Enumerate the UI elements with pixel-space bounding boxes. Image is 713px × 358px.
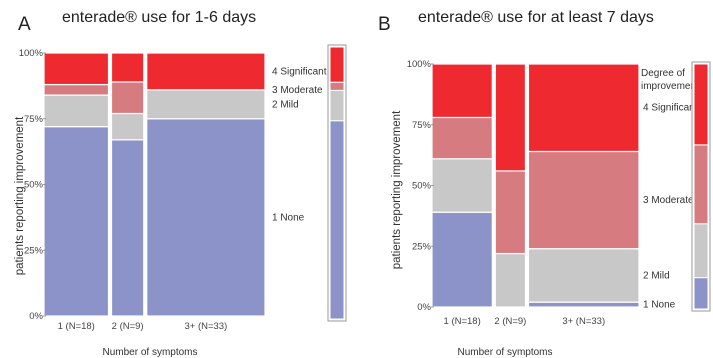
y-tick-label-a-4: 100% xyxy=(19,48,44,59)
legend-swatch-b-2 xyxy=(693,223,709,279)
level-label-a-2: 2 Mild xyxy=(272,99,299,110)
bar-segment-a-2-3 xyxy=(110,81,145,115)
x-tick-label-a-1: 1 (N=18) xyxy=(58,321,95,332)
x-tick-label-b-1: 1 (N=18) xyxy=(444,316,481,327)
panel-b-y-ticks: 0% 25% 50% 75% 100% xyxy=(407,59,434,313)
level-label-b-1: 1 None xyxy=(643,300,676,311)
panel-a-x-axis-label: Number of symptoms xyxy=(102,347,197,358)
bar-segment-b-1-3 xyxy=(431,116,493,160)
x-tick-label-a-3: 3+ (N=33) xyxy=(184,321,227,332)
x-tick-label-b-2: 2 (N=9) xyxy=(494,316,526,327)
panel-b-legend-title-line1: Degree of improvement xyxy=(641,68,699,92)
bar-segment-a-1-3 xyxy=(43,83,110,96)
bar-segment-a-2-4 xyxy=(110,52,145,83)
level-label-a-4: 4 Significant xyxy=(272,66,327,77)
bar-segment-a-3-2 xyxy=(146,89,266,120)
bar-segment-a-2-2 xyxy=(110,112,145,141)
x-tick-label-a-2: 2 (N=9) xyxy=(112,321,144,332)
y-tick-label-a-1: 25% xyxy=(24,245,44,256)
bar-segment-a-3-4 xyxy=(146,52,266,91)
legend-swatch-a-1 xyxy=(329,120,345,320)
y-tick-label-b-1: 25% xyxy=(412,241,432,252)
panel-a: A enterade® use for 1-6 days patients re… xyxy=(14,9,347,358)
legend-swatch-b-4 xyxy=(693,63,709,146)
panel-a-bars xyxy=(43,52,266,317)
bar-segment-b-3-1 xyxy=(527,301,640,308)
panel-b: B enterade® use for at least 7 days pati… xyxy=(378,9,711,358)
bar-segment-a-3-1 xyxy=(146,118,266,317)
legend-swatch-a-2 xyxy=(329,89,345,122)
level-label-a-3: 3 Moderate xyxy=(272,85,323,96)
panel-b-level-labels: 1 None 2 Mild 3 Moderate 4 Significant xyxy=(643,103,698,311)
panel-b-y-axis-label: patients reporting improvement xyxy=(391,110,403,269)
bar-segment-b-2-4 xyxy=(494,63,527,172)
panel-b-legend xyxy=(691,61,711,312)
panel-b-bars xyxy=(431,63,640,308)
level-label-a-1: 1 None xyxy=(272,212,305,223)
y-tick-label-a-0: 0% xyxy=(29,311,43,322)
level-label-b-4: 4 Significant xyxy=(643,103,698,114)
legend-swatch-b-3 xyxy=(693,144,709,225)
y-tick-label-a-2: 50% xyxy=(24,180,44,191)
panel-a-x-ticks: 1 (N=18) 2 (N=9) 3+ (N=33) xyxy=(58,321,228,332)
level-label-b-3: 3 Moderate xyxy=(643,195,694,206)
y-tick-label-b-2: 50% xyxy=(412,181,432,192)
panel-a-y-ticks: 0% 25% 50% 75% 100% xyxy=(19,48,46,322)
panel-b-x-ticks: 1 (N=18) 2 (N=9) 3+ (N=33) xyxy=(444,316,606,327)
bar-segment-b-3-2 xyxy=(527,248,640,303)
level-label-b-2: 2 Mild xyxy=(643,270,670,281)
bar-segment-b-2-2 xyxy=(494,252,527,308)
legend-swatch-a-3 xyxy=(329,81,345,91)
y-tick-label-b-3: 75% xyxy=(412,120,432,131)
bar-segment-b-2-3 xyxy=(494,170,527,255)
panel-a-y-axis-label: patients reporting improvement xyxy=(14,116,26,275)
bar-segment-a-1-1 xyxy=(43,126,110,317)
bar-segment-a-1-4 xyxy=(43,52,110,86)
y-tick-label-b-4: 100% xyxy=(407,59,432,70)
bar-segment-b-3-3 xyxy=(527,150,640,250)
y-tick-label-a-3: 75% xyxy=(24,114,44,125)
legend-swatch-a-4 xyxy=(329,46,345,83)
panel-a-title: enterade® use for 1-6 days xyxy=(62,9,256,26)
y-tick-label-b-0: 0% xyxy=(417,302,431,313)
panel-a-legend xyxy=(327,44,347,322)
bar-segment-b-1-4 xyxy=(431,63,493,119)
bar-segment-b-1-1 xyxy=(431,211,493,308)
legend-swatch-b-1 xyxy=(693,277,709,310)
x-tick-label-b-3: 3+ (N=33) xyxy=(562,316,605,327)
bar-segment-b-3-4 xyxy=(527,63,640,153)
bar-segment-a-2-1 xyxy=(110,139,145,317)
panel-b-title: enterade® use for at least 7 days xyxy=(418,9,654,26)
panel-a-letter: A xyxy=(18,14,31,35)
panel-b-letter: B xyxy=(378,14,391,35)
bar-segment-b-1-2 xyxy=(431,158,493,213)
panel-a-level-labels: 1 None 2 Mild 3 Moderate 4 Significant xyxy=(272,66,327,223)
panel-b-x-axis-label: Number of symptoms xyxy=(457,347,552,358)
bar-segment-a-1-2 xyxy=(43,94,110,128)
